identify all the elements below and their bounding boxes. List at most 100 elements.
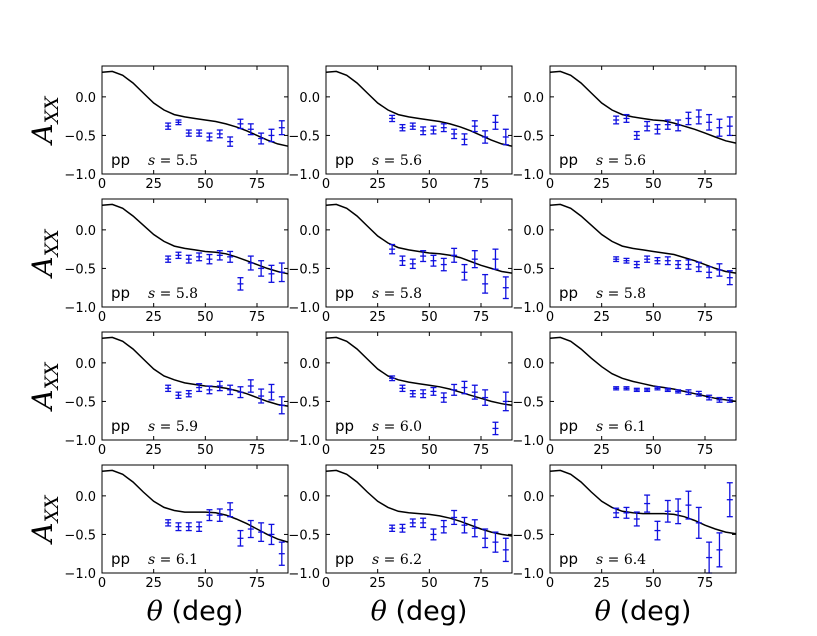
data-point <box>461 516 468 534</box>
s-label: s = 6.1 <box>148 552 198 568</box>
data-point <box>471 120 478 133</box>
x-tick-label: 75 <box>249 310 266 325</box>
s-label: s = 6.2 <box>372 552 422 568</box>
s-equals: = <box>603 552 624 568</box>
panel-r2-c3: 0 25 50 75 −1.0 −0.5 0.0 pp s = 5.8 <box>512 198 737 325</box>
x-tick-label: 50 <box>645 576 662 591</box>
x-axis-label-unit: (deg) <box>163 596 244 627</box>
plot-frame <box>101 464 289 574</box>
x-tick-label: 75 <box>697 576 714 591</box>
data-point <box>227 384 234 396</box>
x-axis-label: θ (deg) <box>371 596 468 627</box>
data-point <box>675 260 682 270</box>
s-label: s = 6.1 <box>596 419 646 435</box>
x-tick-label: 0 <box>546 177 554 192</box>
process-label: pp <box>335 284 354 302</box>
data-point <box>706 394 713 401</box>
x-tick-label: 25 <box>145 443 162 458</box>
x-axis-label-unit: (deg) <box>611 596 692 627</box>
s-label: s = 6.4 <box>596 552 646 568</box>
plot-frame <box>549 464 737 574</box>
data-point <box>165 255 172 263</box>
data-point <box>654 386 661 391</box>
data-point <box>613 115 620 125</box>
data-point <box>409 518 416 528</box>
data-point <box>664 256 671 266</box>
y-tick-label: −0.5 <box>512 262 544 277</box>
data-point <box>461 133 468 146</box>
x-tick-label: 50 <box>197 443 214 458</box>
data-point <box>726 116 733 137</box>
data-point <box>399 255 406 266</box>
s-value: 6.0 <box>400 419 422 435</box>
data-point <box>237 529 244 547</box>
x-tick-label: 0 <box>98 310 106 325</box>
data-point <box>726 396 733 403</box>
s-value: 6.1 <box>624 419 646 435</box>
data-point <box>613 386 620 391</box>
plot-frame <box>101 198 289 308</box>
s-value: 6.2 <box>400 552 422 568</box>
x-tick-label: 25 <box>593 576 610 591</box>
x-axis-label-symbol: θ <box>595 596 611 627</box>
data-point <box>268 523 275 546</box>
data-point <box>633 511 640 527</box>
panel-r1-c1: 0 25 50 75 −1.0 −0.5 0.0 pp s = 5.5 <box>64 65 289 192</box>
data-point <box>664 499 671 523</box>
data-point <box>451 128 458 140</box>
theory-curve <box>325 336 513 407</box>
s-equals: = <box>379 419 400 435</box>
y-tick-label: 0.0 <box>75 224 96 239</box>
data-point <box>278 396 285 415</box>
x-tick-label: 75 <box>249 576 266 591</box>
y-axis-label-main: A <box>26 522 59 545</box>
s-equals: = <box>603 286 624 302</box>
y-tick-label: −0.5 <box>512 395 544 410</box>
x-tick-label: 75 <box>249 177 266 192</box>
x-tick-label: 25 <box>369 443 386 458</box>
data-point <box>613 507 620 519</box>
s-equals: = <box>603 153 624 169</box>
data-point <box>237 386 244 399</box>
x-tick-label: 75 <box>697 443 714 458</box>
process-label: pp <box>335 550 354 568</box>
s-variable: s <box>372 419 379 435</box>
data-point <box>685 259 692 270</box>
data-point <box>502 537 509 563</box>
x-tick-label: 0 <box>98 177 106 192</box>
data-point <box>216 250 223 261</box>
y-tick-label: −0.5 <box>64 528 96 543</box>
process-label: pp <box>335 417 354 435</box>
data-point <box>461 263 468 281</box>
y-tick-label: −1.0 <box>512 168 544 183</box>
data-point <box>675 498 682 525</box>
s-variable: s <box>372 286 379 302</box>
x-tick-label: 25 <box>369 576 386 591</box>
data-point <box>278 541 285 566</box>
process-label: pp <box>111 550 130 568</box>
y-axis-label-main: A <box>26 389 59 412</box>
x-tick-label: 25 <box>593 443 610 458</box>
data-point <box>216 380 223 392</box>
s-variable: s <box>148 286 155 302</box>
s-label: s = 5.6 <box>596 153 646 169</box>
x-tick-label: 75 <box>249 443 266 458</box>
theory-curve <box>325 70 513 147</box>
data-point <box>664 387 671 393</box>
y-tick-label: −0.5 <box>288 528 320 543</box>
data-point <box>664 119 671 130</box>
s-variable: s <box>372 153 379 169</box>
data-point <box>247 255 254 271</box>
x-tick-label: 75 <box>697 310 714 325</box>
x-tick-label: 50 <box>421 576 438 591</box>
data-point <box>675 119 682 132</box>
x-tick-label: 0 <box>546 310 554 325</box>
theory-curve <box>101 336 289 407</box>
y-tick-label: −0.5 <box>512 129 544 144</box>
data-point <box>206 253 213 265</box>
y-axis-label: AXX <box>26 228 63 280</box>
data-point <box>165 519 172 527</box>
process-label: pp <box>111 151 130 169</box>
data-point <box>389 243 396 255</box>
data-point <box>451 383 458 396</box>
